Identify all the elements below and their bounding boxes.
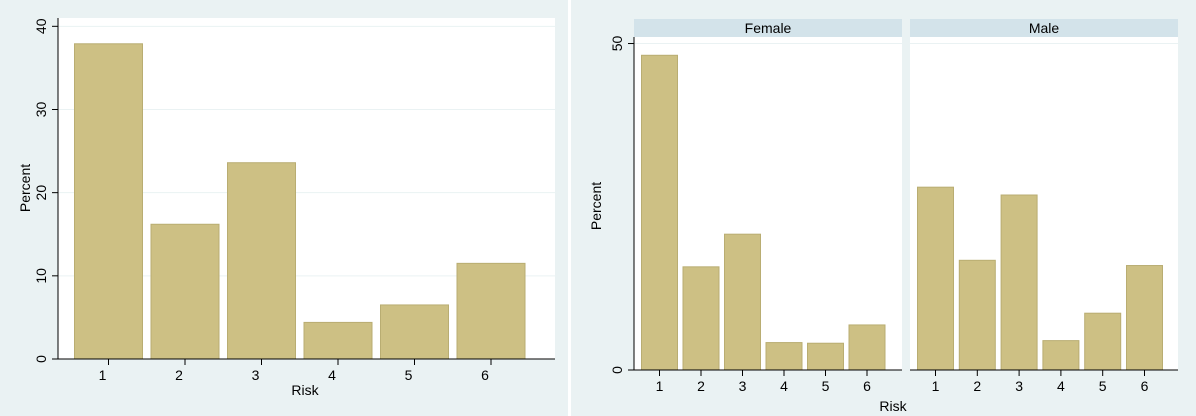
- panel-strip-label: Male: [1029, 20, 1060, 36]
- chart1-x-tick-label: 6: [481, 367, 489, 383]
- chart2-x-tick-label: 1: [932, 378, 940, 394]
- chart2-bar: [1084, 312, 1122, 371]
- chart1-y-tick-label: 40: [33, 18, 49, 34]
- chart1-bar: [227, 162, 296, 360]
- chart1-y-tick-label: 10: [33, 268, 49, 284]
- chart2-x-tick-label: 1: [656, 378, 664, 394]
- panel-strip: [910, 19, 1178, 38]
- chart2-x-tick-label: 3: [1015, 378, 1023, 394]
- chart1-y-tick-label: 20: [33, 185, 49, 201]
- chart2-bar: [724, 233, 761, 371]
- chart2-bar: [917, 186, 954, 371]
- chart2-bar: [958, 259, 996, 371]
- chart2-bar: [1000, 194, 1038, 371]
- chart2-y-tick-label: 0: [609, 366, 625, 374]
- chart2-x-tick-label: 5: [822, 378, 830, 394]
- panel-plot-area: [634, 37, 902, 370]
- chart1-bar: [74, 43, 143, 360]
- panel-strip: [634, 19, 902, 38]
- chart2-bar: [682, 266, 720, 371]
- chart1-x-tick-label: 3: [252, 367, 260, 383]
- chart2-x-axis-title: Risk: [879, 398, 907, 414]
- chart2-x-tick-label: 6: [863, 378, 871, 394]
- chart2-bar: [1126, 265, 1163, 371]
- chart2-bar: [641, 54, 678, 371]
- chart2-x-tick-label: 4: [780, 378, 788, 394]
- chart1-x-tick-label: 4: [328, 367, 336, 383]
- chart2-bar: [848, 324, 886, 371]
- chart1-bar: [380, 304, 449, 360]
- chart2-x-tick-label: 4: [1057, 378, 1065, 394]
- chart2-x-tick-label: 2: [973, 378, 981, 394]
- chart1-y-axis-title: Percent: [17, 164, 33, 212]
- chart1-x-tick-label: 1: [99, 367, 107, 383]
- chart2-x-tick-label: 2: [697, 378, 705, 394]
- panel-strip-label: Female: [745, 20, 792, 36]
- chart2-y-axis-title: Percent: [588, 182, 604, 230]
- chart2-bar: [1042, 340, 1080, 371]
- chart1-x-tick-label: 5: [405, 367, 413, 383]
- chart1-bar: [150, 223, 220, 360]
- chart1-bar: [456, 262, 526, 360]
- chart1-y-tick-label: 30: [33, 101, 49, 117]
- chart1-x-tick-label: 2: [175, 367, 183, 383]
- chart2-bar: [765, 342, 803, 371]
- chart1-x-axis-title: Risk: [291, 382, 319, 398]
- chart2-x-tick-label: 3: [739, 378, 747, 394]
- chart-risk-by-sex: Female 1 2 3 4 5 6 Male 1 2 3 4 5 6 0 50 Percent Risk: [571, 0, 1196, 416]
- chart2-bar: [807, 342, 844, 371]
- chart1-bar: [303, 321, 373, 360]
- chart2-y-tick-label: 50: [609, 36, 625, 52]
- chart1-y-tick-label: 0: [33, 355, 49, 363]
- chart-risk-overall: 0 10 20 30 40 1 2 3 4 5 6 Percent Risk: [0, 0, 568, 416]
- chart2-x-tick-label: 5: [1099, 378, 1107, 394]
- chart2-x-tick-label: 6: [1141, 378, 1149, 394]
